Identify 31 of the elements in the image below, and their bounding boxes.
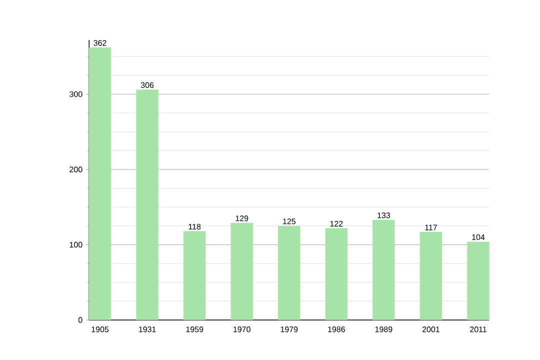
x-tick-label: 1989 <box>375 326 392 332</box>
bar <box>88 48 112 320</box>
x-tick-label: 1979 <box>280 326 298 332</box>
data-label: 133 <box>378 212 390 218</box>
y-tick-label: 0 <box>78 317 82 323</box>
y-tick-label: 100 <box>70 242 82 248</box>
data-label: 122 <box>330 220 343 226</box>
x-tick-label: 1931 <box>139 326 156 332</box>
bar <box>183 231 206 320</box>
data-label: 118 <box>188 224 201 230</box>
data-label: 125 <box>283 218 296 224</box>
bar <box>325 228 348 320</box>
bar <box>420 232 442 320</box>
bar <box>278 226 300 320</box>
y-tick-label: 300 <box>70 91 82 98</box>
x-tick-label: 1986 <box>328 326 345 332</box>
x-tick-label: 1959 <box>186 326 204 332</box>
x-tick-label: 1905 <box>92 326 109 332</box>
bar <box>467 242 490 320</box>
data-label: 117 <box>425 224 437 230</box>
data-label: 129 <box>236 216 248 222</box>
x-tick-label: 2001 <box>422 326 440 332</box>
bar <box>136 90 158 320</box>
data-label: 362 <box>94 40 106 46</box>
y-tick-label: 200 <box>70 166 82 172</box>
bar <box>372 220 395 320</box>
bar <box>230 222 253 320</box>
data-label: 104 <box>472 234 485 240</box>
data-label: 306 <box>140 82 154 88</box>
x-tick-label: 1970 <box>234 326 250 332</box>
x-tick-label: 2011 <box>470 326 486 332</box>
